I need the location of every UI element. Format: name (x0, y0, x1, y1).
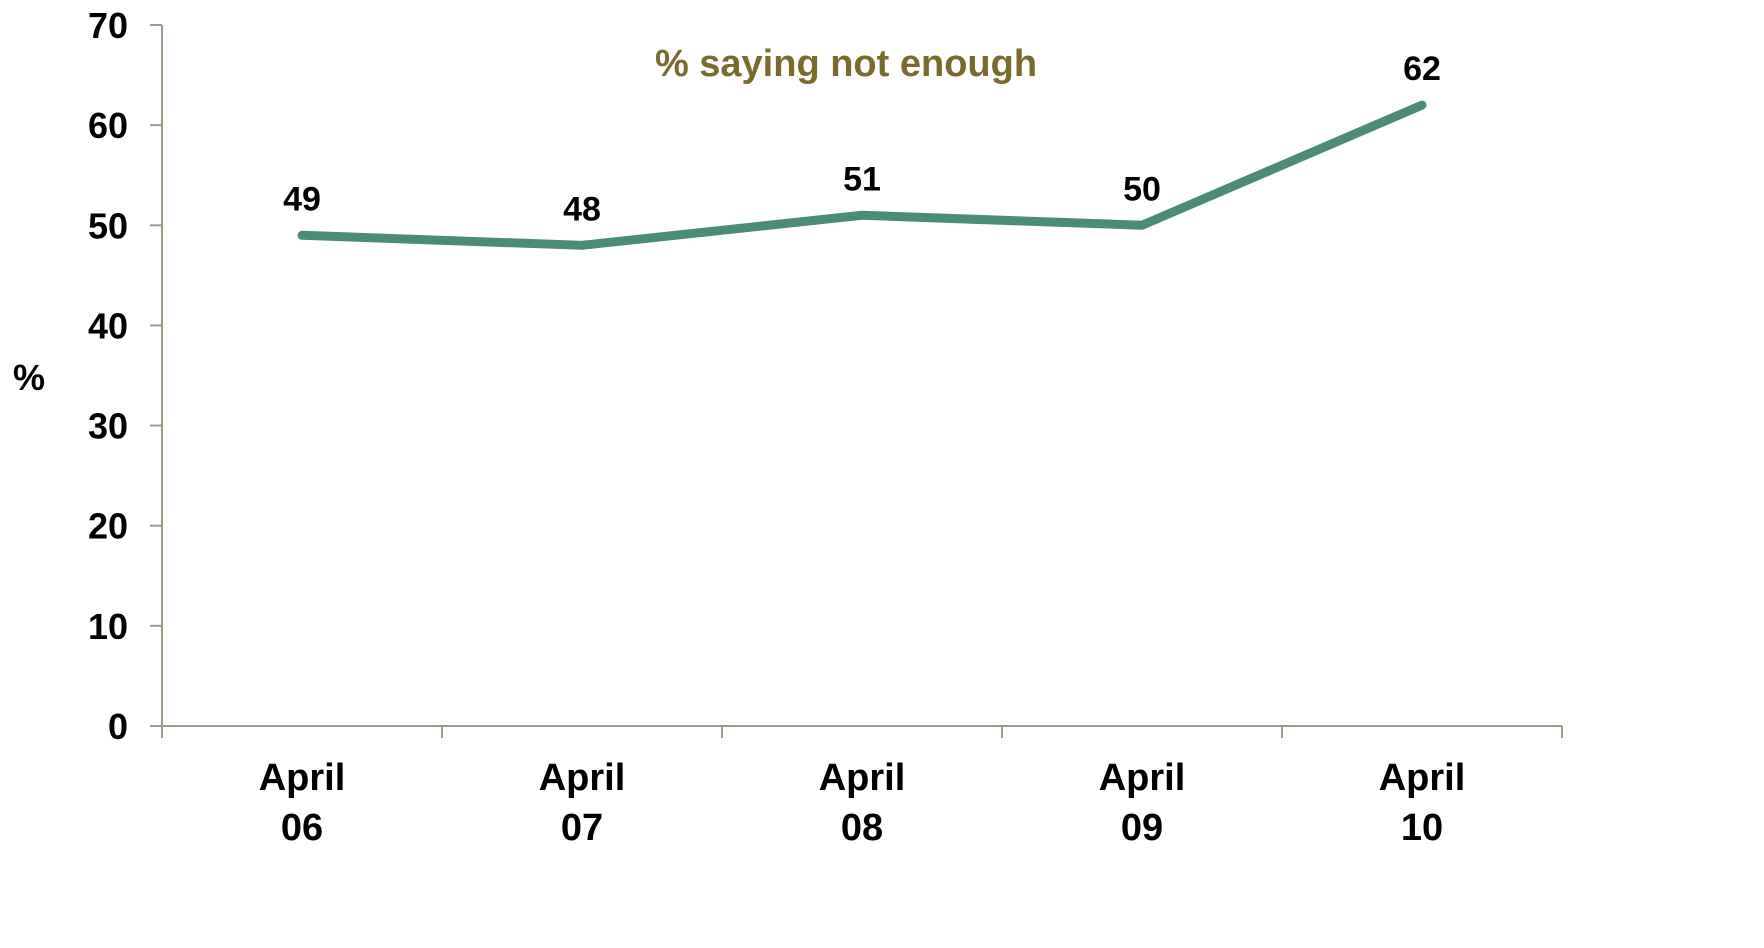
y-tick-label: 30 (88, 406, 128, 447)
data-label: 51 (843, 160, 881, 198)
y-tick-label: 40 (88, 305, 128, 346)
series-line (297, 100, 1427, 250)
x-axis: April 06 April 07 April 08 April 09 April 10 (161, 725, 1563, 849)
data-label: 50 (1123, 170, 1161, 208)
x-tick-label: April 06 (259, 757, 346, 849)
data-labels: 49 48 51 50 62 (283, 50, 1441, 228)
data-label: 62 (1403, 50, 1441, 88)
data-label: 48 (563, 190, 601, 228)
data-label: 49 (283, 180, 321, 218)
y-tick-label: 0 (108, 706, 128, 747)
y-tick-label: 20 (88, 506, 128, 547)
y-tick-label: 60 (88, 105, 128, 146)
y-tick-label: 70 (88, 5, 128, 46)
x-tick-label: April 08 (819, 757, 906, 849)
series-annotation: % saying not enough (655, 43, 1037, 85)
x-tick-label: April 07 (539, 757, 626, 849)
x-tick-label: April 09 (1099, 757, 1186, 849)
y-axis: 0 10 20 30 40 50 60 70 (88, 5, 163, 747)
y-axis-title: % (13, 357, 45, 398)
series-group (297, 100, 1427, 250)
y-tick-label: 50 (88, 205, 128, 246)
y-tick-label: 10 (88, 606, 128, 647)
x-tick-label: April 10 (1379, 757, 1466, 849)
